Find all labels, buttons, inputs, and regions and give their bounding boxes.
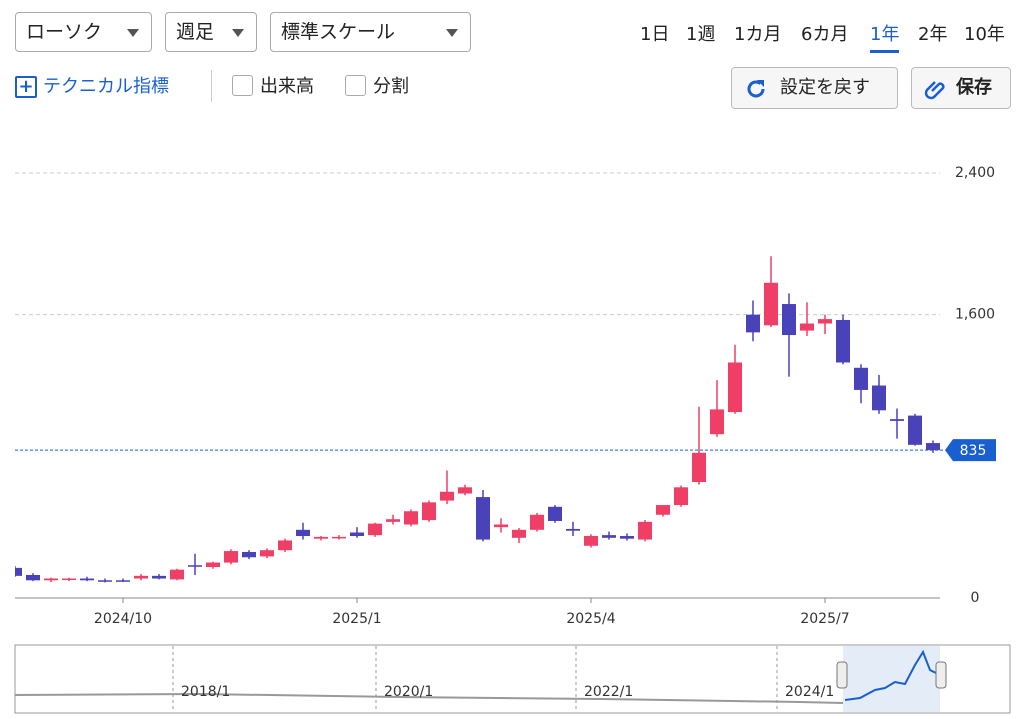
- technical-link[interactable]: テクニカル指標: [43, 76, 169, 97]
- checkbox[interactable]: [345, 75, 366, 96]
- candle-body: [692, 452, 706, 483]
- candle-body: [548, 506, 562, 521]
- candle-body: [584, 536, 598, 546]
- navigator-label: 2022/1: [584, 684, 633, 700]
- save-button[interactable]: 保存: [911, 67, 1011, 109]
- candle-body: [98, 580, 112, 582]
- candles: [15, 256, 940, 583]
- candle-body: [458, 487, 472, 494]
- save-label: 保存: [956, 77, 992, 98]
- x-tick-label: 2025/1: [332, 611, 381, 627]
- candle-body: [782, 304, 796, 336]
- candle-body: [188, 565, 202, 567]
- reset-icon: [747, 80, 765, 98]
- reset-label: 設定を戻す: [780, 77, 870, 98]
- candle-body: [242, 551, 256, 558]
- candle-body: [620, 536, 634, 539]
- candle-body: [764, 282, 778, 326]
- navigator-label: 2020/1: [384, 684, 433, 700]
- candle-body: [26, 574, 40, 581]
- navigator-window[interactable]: [843, 646, 940, 712]
- x-tick-label: 2024/10: [94, 611, 152, 627]
- candle-body: [476, 497, 490, 540]
- candle-body: [368, 523, 382, 536]
- x-tick-label: 2025/4: [566, 611, 615, 627]
- candle-body: [494, 524, 508, 528]
- x-tick-label: 2025/7: [800, 611, 849, 627]
- navigator-window-line: [844, 649, 941, 701]
- candle-body: [530, 514, 544, 530]
- period-tab[interactable]: 1カ月: [734, 24, 782, 45]
- navigator-label: 2024/1: [785, 684, 834, 700]
- reset-button[interactable]: 設定を戻す: [731, 67, 898, 109]
- candle-body: [908, 415, 922, 445]
- scale-dropdown[interactable]: 標準スケール: [270, 12, 471, 52]
- candle-body: [422, 502, 436, 521]
- candle-body: [926, 443, 940, 451]
- candle-body: [602, 535, 616, 538]
- period-tab[interactable]: 6カ月: [801, 24, 849, 45]
- candle-body: [260, 550, 274, 557]
- candle-body: [332, 536, 346, 539]
- separator: [211, 70, 212, 102]
- plus-icon[interactable]: +: [15, 76, 37, 98]
- candle-body: [638, 521, 652, 540]
- candle-body: [296, 529, 310, 537]
- chart-type-dropdown[interactable]: ローソク: [15, 12, 152, 52]
- interval-dropdown[interactable]: 週足: [165, 12, 257, 52]
- candle-body: [440, 491, 454, 501]
- candle-body: [224, 551, 238, 563]
- last-price-label: 835: [960, 443, 987, 459]
- candle-body: [872, 385, 886, 411]
- checkbox[interactable]: [232, 75, 253, 96]
- candle-body: [134, 575, 148, 579]
- candle-body: [278, 540, 292, 551]
- candle-body: [710, 409, 724, 435]
- candle-body: [206, 562, 220, 568]
- y-tick-label: 0: [971, 590, 980, 606]
- candle-body: [386, 519, 400, 522]
- y-tick-label: 2,400: [955, 165, 995, 181]
- candle-body: [116, 580, 130, 582]
- candle-body: [314, 536, 328, 539]
- period-tab[interactable]: 1週: [686, 24, 716, 45]
- checkbox-label[interactable]: 出来高: [260, 76, 314, 97]
- checkbox-label[interactable]: 分割: [373, 76, 409, 97]
- candle-body: [44, 578, 58, 581]
- candle-body: [818, 319, 832, 324]
- y-tick-label: 1,600: [955, 307, 995, 323]
- navigator-handle[interactable]: [935, 661, 947, 689]
- candle-body: [80, 578, 94, 581]
- navigator-history: [14, 692, 844, 704]
- candle-body: [512, 529, 526, 538]
- candle-body: [62, 578, 76, 581]
- clip-icon: [924, 81, 945, 100]
- candle-body: [854, 367, 868, 390]
- candle-body: [656, 505, 670, 515]
- candle-body: [800, 323, 814, 331]
- candle-body: [566, 528, 580, 531]
- period-tab[interactable]: 1日: [640, 24, 670, 45]
- candle-body: [404, 511, 418, 525]
- last-price-tag: [945, 439, 996, 462]
- candle-body: [728, 362, 742, 413]
- period-tab[interactable]: 1年: [870, 20, 900, 53]
- period-tab[interactable]: 10年: [964, 24, 1005, 45]
- candle-body: [170, 569, 184, 580]
- period-tab[interactable]: 2年: [918, 24, 948, 45]
- navigator-handle[interactable]: [836, 661, 848, 689]
- candle-body: [674, 487, 688, 506]
- candle-body: [350, 532, 364, 537]
- candle-body: [836, 319, 850, 363]
- candle-body: [890, 419, 904, 421]
- candle-body: [746, 314, 760, 333]
- navigator-label: 2018/1: [181, 684, 230, 700]
- candle-body: [152, 575, 166, 579]
- candle-body: [15, 567, 22, 576]
